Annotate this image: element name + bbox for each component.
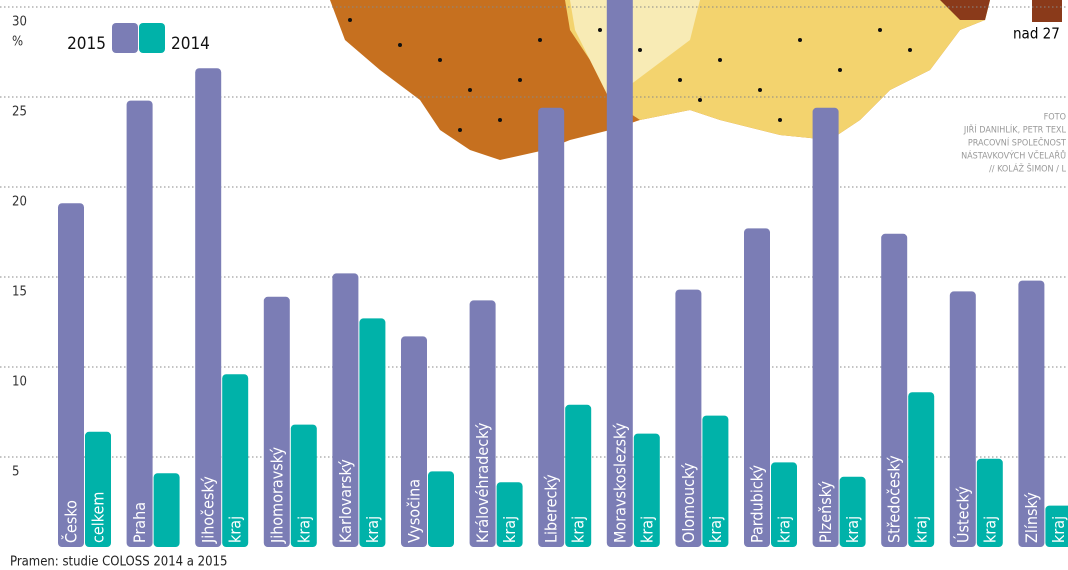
category-label: Pardubický xyxy=(748,465,767,544)
source: Pramen: studie COLOSS 2014 a 2015 xyxy=(10,555,227,570)
y-tick-label: 10 xyxy=(12,375,27,390)
category-label: kraj xyxy=(637,516,656,543)
category-label: Ústecký xyxy=(953,486,972,543)
category-label: kraj xyxy=(294,516,313,543)
credit-line: FOTO xyxy=(1044,113,1066,123)
legend-label: 2014 xyxy=(171,34,210,54)
category-label: Královéhradecký xyxy=(473,422,492,543)
category-label: kraj xyxy=(500,516,519,543)
category-label: Plzeňský xyxy=(816,481,835,543)
category-label: Vysočina xyxy=(405,479,424,543)
category-label: kraj xyxy=(226,516,245,543)
category-label: Česko xyxy=(62,500,81,543)
category-label: Praha xyxy=(130,502,149,543)
legend-swatch xyxy=(139,23,165,53)
category-label: Jihočeský xyxy=(199,476,218,544)
category-label: Zlínský xyxy=(1022,492,1041,543)
y-tick-label: 20 xyxy=(12,195,27,210)
category-label: celkem xyxy=(89,492,108,543)
y-tick-label: 25 xyxy=(12,105,27,120)
category-label: Jihomoravský xyxy=(267,446,286,544)
category-label: kraj xyxy=(706,516,725,543)
y-tick-label: 15 xyxy=(12,285,27,300)
map-legend-swatch xyxy=(1032,0,1062,22)
category-label: kraj xyxy=(980,516,999,543)
category-label: Olomoucký xyxy=(679,462,698,543)
credit-line: // KOLÁŽ ŠIMON / L xyxy=(989,163,1066,175)
bar xyxy=(428,471,454,547)
map-legend-label: nad 27 xyxy=(1013,25,1060,43)
legend: 2015 2014 xyxy=(67,23,210,54)
category-label: Liberecký xyxy=(542,474,561,543)
bar xyxy=(195,68,221,547)
bar xyxy=(127,101,153,547)
map-background xyxy=(330,0,1062,160)
bar xyxy=(58,203,84,547)
category-label: kraj xyxy=(1049,516,1068,543)
legend-label: 2015 xyxy=(67,34,106,54)
credit-line: NÁSTAVKOVÝCH VČELAŘŮ xyxy=(961,150,1066,162)
credit-line: JIŘÍ DANIHLÍK, PETR TEXL xyxy=(963,124,1067,136)
category-label: Moravskoslezský xyxy=(610,422,629,543)
bar xyxy=(154,473,180,547)
y-tick-label: 5 xyxy=(12,465,19,480)
y-tick-label: 30 xyxy=(12,15,27,30)
bar xyxy=(359,318,385,547)
chart: nad 27 FOTOJIŘÍ DANIHLÍK, PETR TEXLPRACO… xyxy=(0,0,1068,570)
category-label: kraj xyxy=(363,516,382,543)
legend-swatch xyxy=(112,23,138,53)
category-label: kraj xyxy=(843,516,862,543)
category-label: kraj xyxy=(912,516,931,543)
category-label: Středočeský xyxy=(885,455,904,543)
category-label: Karlovarský xyxy=(336,459,355,543)
credit-line: PRACOVNÍ SPOLEČNOST xyxy=(968,137,1066,149)
category-label: kraj xyxy=(775,516,794,543)
category-label: kraj xyxy=(569,516,588,543)
y-unit: % xyxy=(12,35,23,50)
